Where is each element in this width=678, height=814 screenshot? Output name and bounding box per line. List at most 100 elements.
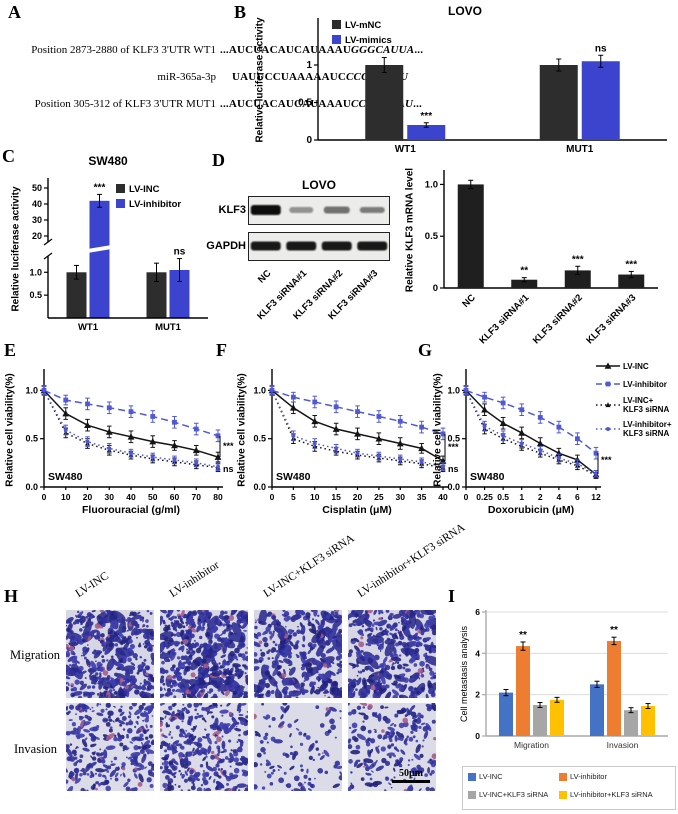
- legend-entry-0: LV-INC: [596, 360, 678, 372]
- chart-f-xlabel: Cisplatin (μM): [322, 504, 392, 516]
- panel-label-e: E: [4, 340, 17, 360]
- svg-text:0.5: 0.5: [447, 434, 460, 444]
- legend-label: LV-INC: [479, 772, 503, 781]
- svg-text:0.5: 0.5: [29, 290, 42, 300]
- transwell-image-invasion-lv-inhibitor: [160, 703, 248, 791]
- svg-text:ns: ns: [595, 43, 607, 54]
- svg-text:**: **: [520, 266, 528, 277]
- legend-label: LV-inhibitor+KLF3 siRNA: [570, 790, 653, 799]
- legend-label: LV-inhibitor: [570, 772, 607, 781]
- svg-text:LV-mNC: LV-mNC: [345, 20, 381, 31]
- svg-text:10: 10: [310, 492, 320, 502]
- svg-text:0.25: 0.25: [476, 492, 493, 502]
- chart-e-fluorouracil: 0.0 0.5 1.0 0 10 20 30 40 50 60 70 80 *** ns: [25, 369, 234, 502]
- svg-text:6: 6: [575, 492, 580, 502]
- transwell-row-label-migration: Migration: [10, 648, 60, 662]
- svg-text:1.0: 1.0: [25, 385, 38, 395]
- svg-text:**: **: [610, 625, 618, 636]
- blot-title: LOVO: [301, 178, 336, 192]
- legend-entry-label: LV-inhibitor: [623, 379, 667, 389]
- panel-label-f: F: [216, 340, 227, 360]
- legend-label: LV-INC+KLF3 siRNA: [479, 790, 549, 799]
- svg-text:50: 50: [32, 183, 42, 193]
- svg-text:ns: ns: [223, 464, 234, 474]
- chart-b-title: LOVO: [447, 4, 482, 18]
- svg-text:***: ***: [625, 259, 637, 270]
- svg-text:2: 2: [475, 690, 480, 700]
- svg-text:LV-INC: LV-INC: [129, 184, 160, 195]
- svg-text:2: 2: [538, 492, 543, 502]
- svg-text:10: 10: [61, 492, 71, 502]
- chart-e-xlabel: Fluorouracial (g/ml): [81, 504, 181, 516]
- chart-g-doxorubicin: 0.00.51.00 0.25 0.5 1 2 4 6 12***: [447, 369, 612, 502]
- svg-text:0.5: 0.5: [497, 492, 509, 502]
- svg-text:0.0: 0.0: [447, 482, 460, 492]
- svg-text:1.0: 1.0: [425, 179, 438, 190]
- svg-text:0.5: 0.5: [253, 434, 266, 444]
- blot-lane-label-nc: NC: [256, 268, 274, 286]
- svg-text:40: 40: [438, 492, 448, 502]
- scale-bar: 50μm: [392, 768, 430, 783]
- transwell-column-label-lv-inc-sirna: LV-INC+KLF3 siRNA: [261, 532, 357, 600]
- svg-text:0: 0: [433, 283, 438, 294]
- sequence-label-mut1: Position 305-312 of KLF3 3'UTR MUT1: [34, 98, 216, 110]
- svg-text:5: 5: [291, 492, 296, 502]
- blot-band-label-gapdh: GAPDH: [206, 240, 246, 252]
- panel-label-b: B: [234, 2, 247, 22]
- svg-text:***: ***: [420, 111, 432, 122]
- legend-entry-label: LV-inhibitor+ KLF3 siRNA: [623, 420, 672, 438]
- svg-text:70: 70: [192, 492, 202, 502]
- svg-text:ns: ns: [174, 247, 186, 258]
- svg-text:80: 80: [213, 492, 223, 502]
- svg-text:0: 0: [475, 731, 480, 741]
- svg-text:50: 50: [148, 492, 158, 502]
- svg-text:30: 30: [396, 492, 406, 502]
- svg-text:0.5: 0.5: [25, 434, 38, 444]
- svg-text:Migration: Migration: [514, 740, 549, 750]
- svg-text:KLF3 siRNA#2: KLF3 siRNA#2: [531, 292, 585, 346]
- panel-label-c: C: [2, 146, 15, 166]
- transwell-column-label-lv-inc: LV-INC: [73, 569, 111, 600]
- chart-c-luciferase-broken: WT1 MUT1 20 30 40 50 0.5 1.0 *** ns LV-INC LV-inhib…: [29, 178, 208, 333]
- svg-text:60: 60: [170, 492, 180, 502]
- svg-text:1.0: 1.0: [253, 385, 266, 395]
- svg-text:MUT1: MUT1: [566, 144, 594, 155]
- panel-label-g: G: [418, 340, 433, 360]
- svg-text:WT1: WT1: [78, 322, 99, 333]
- svg-text:0.0: 0.0: [253, 482, 266, 492]
- svg-text:0: 0: [270, 492, 275, 502]
- svg-text:30: 30: [105, 492, 115, 502]
- legend-entry-label: LV-INC+ KLF3 siRNA: [623, 396, 670, 414]
- chart-c-title: SW480: [88, 154, 128, 168]
- blot-band-label-klf3: KLF3: [218, 204, 247, 216]
- svg-text:0.5: 0.5: [425, 231, 439, 242]
- svg-text:KLF3 siRNA#3: KLF3 siRNA#3: [584, 292, 638, 346]
- legend-entry-3: LV-inhibitor+ KLF3 siRNA: [596, 420, 678, 438]
- chart-i-metastasis: 0 2 4 6 Migration Invasion ** **: [475, 607, 668, 750]
- legend-entry-1: LV-inhibitor: [596, 378, 678, 390]
- svg-text:MUT1: MUT1: [155, 322, 182, 333]
- svg-text:LV-mimics: LV-mimics: [345, 35, 392, 46]
- svg-text:0: 0: [306, 135, 312, 146]
- svg-text:1.0: 1.0: [29, 267, 42, 277]
- svg-text:25: 25: [374, 492, 384, 502]
- western-blot-image: [248, 196, 390, 261]
- svg-text:0.0: 0.0: [25, 482, 38, 492]
- chart-f-cisplatin: 0.0 0.5 1.0 0 5 10 15 20 25 30 35 40 *** ns: [253, 369, 459, 502]
- svg-text:Invasion: Invasion: [607, 740, 639, 750]
- svg-text:1: 1: [519, 492, 524, 502]
- svg-text:12: 12: [591, 492, 601, 502]
- scale-bar-label: 50μm: [399, 768, 423, 779]
- legend-entry-label: LV-INC: [623, 361, 649, 371]
- svg-text:***: ***: [572, 254, 584, 265]
- transwell-image-migration-lv-inc-sirna: [254, 610, 342, 698]
- svg-text:20: 20: [353, 492, 363, 502]
- svg-text:35: 35: [417, 492, 427, 502]
- svg-text:LV-inhibitor: LV-inhibitor: [129, 199, 181, 210]
- svg-text:***: ***: [223, 441, 234, 451]
- svg-text:0: 0: [464, 492, 469, 502]
- legend-swatch: [468, 772, 476, 781]
- legend-swatch: [559, 772, 567, 781]
- svg-text:40: 40: [126, 492, 136, 502]
